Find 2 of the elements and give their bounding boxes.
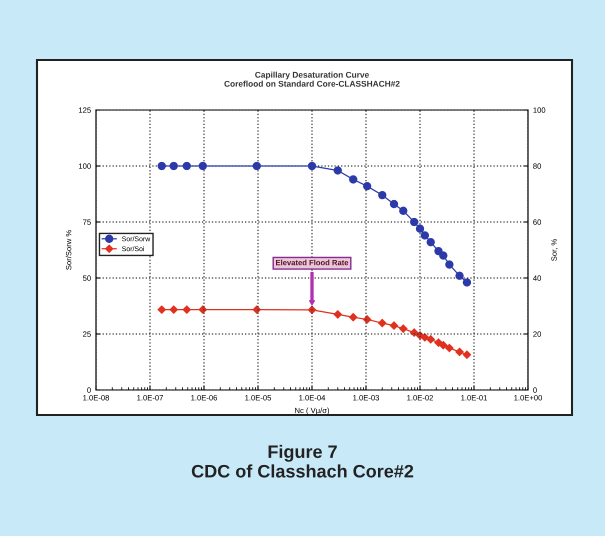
caption: Figure 7 CDC of Classhach Core#2 — [192, 444, 414, 478]
chart-title: Capillary Desaturation Curve Coreflood on Standard Core-CLASSHACH#2 — [224, 72, 400, 87]
